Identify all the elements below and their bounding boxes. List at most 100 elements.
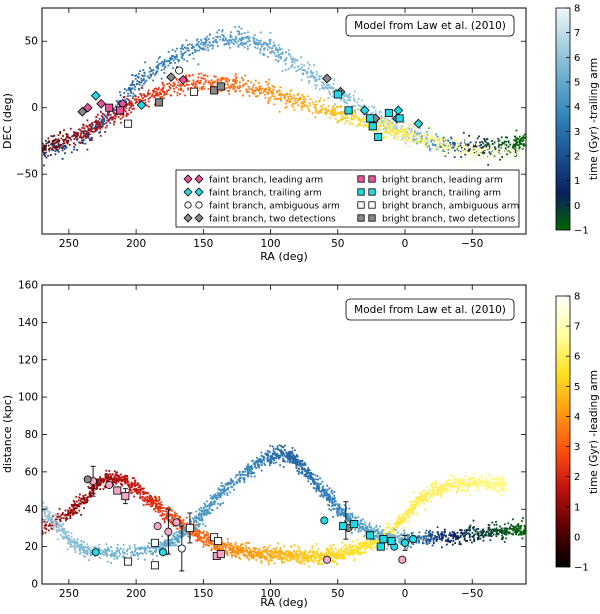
model-particle (397, 517, 399, 519)
model-particle (489, 487, 491, 489)
model-particle (465, 152, 467, 154)
model-particle (98, 121, 100, 123)
model-particle (158, 496, 160, 498)
model-particle (246, 551, 248, 553)
model-particle (229, 47, 231, 49)
model-particle (487, 138, 489, 140)
model-particle (518, 151, 520, 153)
model-particle (468, 483, 470, 485)
model-particle (273, 556, 275, 558)
model-particle (55, 517, 57, 519)
model-particle (211, 549, 213, 551)
model-particle (335, 548, 337, 550)
model-particle (113, 479, 115, 481)
model-particle (161, 504, 163, 506)
model-particle (523, 139, 525, 141)
model-particle (66, 147, 68, 149)
model-particle (513, 151, 515, 153)
model-particle (85, 494, 87, 496)
model-particle (227, 554, 229, 556)
model-particle (174, 514, 176, 516)
model-particle (329, 550, 331, 552)
model-particle (455, 139, 457, 141)
model-particle (73, 504, 75, 506)
model-particle (443, 137, 445, 139)
model-particle (262, 54, 264, 56)
model-particle (96, 484, 98, 486)
model-particle (234, 80, 236, 82)
model-particle (82, 498, 84, 500)
model-particle (230, 543, 232, 545)
model-particle (295, 559, 297, 561)
model-particle (213, 37, 215, 39)
model-particle (203, 75, 205, 77)
model-particle (467, 481, 469, 483)
model-particle (159, 56, 161, 58)
model-particle (255, 96, 257, 98)
legend-entry-label: bright branch, ambiguous arm (382, 201, 519, 211)
model-particle (451, 139, 453, 141)
model-particle (100, 128, 102, 130)
model-particle (503, 476, 505, 478)
model-particle (462, 484, 464, 486)
model-particle (176, 48, 178, 50)
model-particle (514, 165, 516, 167)
model-particle (243, 550, 245, 552)
model-particle (60, 144, 62, 146)
model-particle (201, 77, 203, 79)
model-particle (303, 65, 305, 67)
model-particle (155, 507, 157, 509)
model-particle (407, 136, 409, 138)
model-particle (217, 45, 219, 47)
model-particle (421, 492, 423, 494)
model-particle (477, 151, 479, 153)
model-particle (276, 92, 278, 94)
model-particle (168, 89, 170, 91)
model-particle (451, 490, 453, 492)
model-particle (302, 558, 304, 560)
model-particle (505, 489, 507, 491)
model-particle (194, 530, 196, 532)
model-particle (499, 159, 501, 161)
model-particle (389, 127, 391, 129)
model-particle (295, 98, 297, 100)
model-particle (253, 41, 255, 43)
model-particle (164, 93, 166, 95)
model-particle (283, 545, 285, 547)
model-particle (455, 153, 457, 155)
model-particle (282, 562, 284, 564)
model-particle (294, 100, 296, 102)
model-particle (523, 135, 525, 137)
model-particle (67, 142, 69, 144)
model-particle (212, 543, 214, 545)
model-particle (481, 147, 483, 149)
model-particle (141, 85, 143, 87)
model-particle (261, 46, 263, 48)
model-particle (62, 158, 64, 160)
model-particle (356, 102, 358, 104)
model-particle (508, 148, 510, 150)
model-particle (346, 545, 348, 547)
model-particle (290, 99, 292, 101)
model-particle (87, 120, 89, 122)
model-particle (75, 496, 77, 498)
model-particle (132, 105, 134, 107)
model-particle (290, 55, 292, 57)
model-particle (216, 41, 218, 43)
model-particle (344, 101, 346, 103)
model-particle (136, 101, 138, 103)
model-particle (75, 507, 77, 509)
model-particle (321, 108, 323, 110)
model-particle (389, 122, 391, 124)
model-particle (346, 117, 348, 119)
model-particle (264, 47, 266, 49)
model-particle (152, 72, 154, 74)
model-particle (323, 100, 325, 102)
model-particle (429, 148, 431, 150)
model-particle (432, 148, 434, 150)
model-particle (489, 163, 491, 165)
model-particle (136, 74, 138, 76)
model-particle (466, 144, 468, 146)
model-particle (287, 96, 289, 98)
